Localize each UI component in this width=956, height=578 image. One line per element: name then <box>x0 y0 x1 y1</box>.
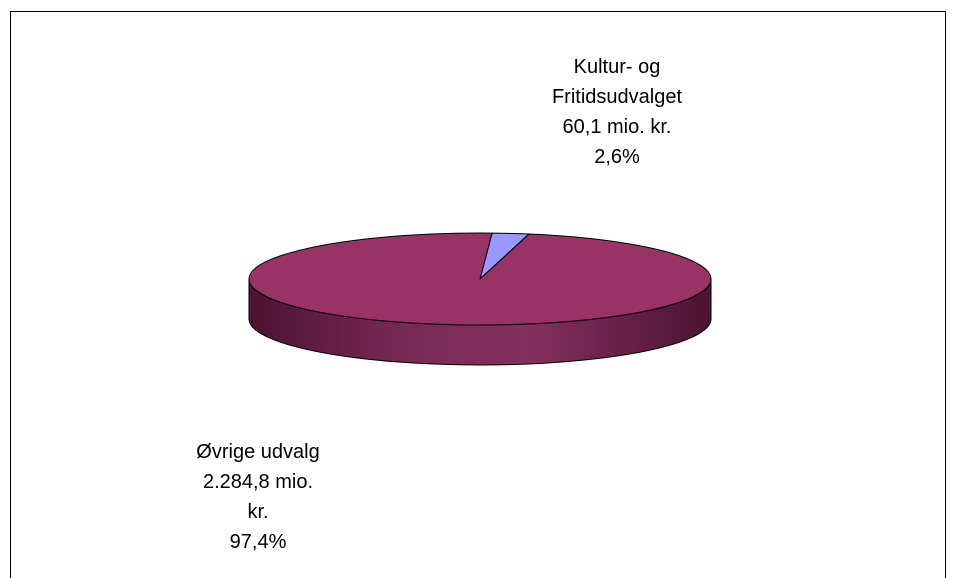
percent-label: 2,6% <box>594 146 640 168</box>
slice <box>248 232 712 326</box>
value-label: 2.284,8 mio. kr. <box>202 471 314 523</box>
slice-label: Øvrige udvalg 2.284,8 mio. kr. 97,4% <box>193 437 323 557</box>
percent-label: 97,4% <box>229 531 287 553</box>
chart-border <box>10 11 946 578</box>
value-label: 60,1 mio. kr. <box>562 116 672 138</box>
category-label: Kultur- og Fritidsudvalget <box>551 56 683 108</box>
category-label: Øvrige udvalg <box>196 441 320 463</box>
slice-label: Kultur- og Fritidsudvalget 60,1 mio. kr.… <box>537 52 697 172</box>
